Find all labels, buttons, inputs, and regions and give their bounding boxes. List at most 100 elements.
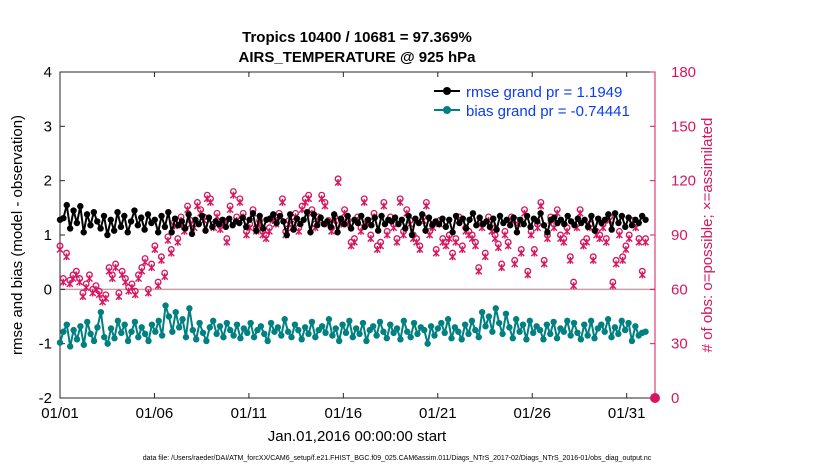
y-right-tick-label: 180 [671, 64, 696, 81]
bias-point [512, 316, 520, 323]
bias-point [244, 329, 251, 336]
bias-point [250, 333, 258, 341]
obs-assimilated-marker [399, 231, 407, 239]
obs-assimilated-marker [76, 278, 84, 286]
rmse-point [165, 208, 172, 216]
bias-point [203, 337, 210, 345]
bias-point [393, 325, 401, 332]
rmse-point [324, 218, 331, 225]
bias-point [359, 319, 367, 327]
obs-assimilated-marker [59, 278, 67, 286]
rmse-point [452, 212, 460, 220]
rmse-point [378, 212, 385, 220]
bias-point [536, 326, 544, 334]
rmse-point [469, 210, 477, 217]
rmse-point [435, 220, 443, 228]
obs-assimilated-marker [112, 264, 120, 272]
rmse-point [496, 212, 504, 220]
bias-point [332, 325, 339, 332]
rmse-point [66, 225, 74, 232]
bias-point [84, 318, 91, 326]
bias-point [495, 319, 503, 327]
y-tick-label: 4 [44, 64, 52, 81]
bias-point [271, 328, 278, 335]
bias-point [615, 330, 622, 338]
bias-point [192, 336, 200, 343]
bias-point [114, 317, 122, 325]
bias-point [380, 328, 387, 335]
obs-assimilated-marker [589, 256, 597, 264]
bias-point [434, 325, 442, 332]
bias-point [564, 317, 571, 325]
rmse-point [185, 211, 192, 218]
bias-point [404, 328, 411, 335]
bias-point [118, 329, 125, 336]
rmse-point [70, 207, 77, 214]
rmse-point [141, 226, 148, 233]
rmse-point [276, 212, 284, 220]
bias-point [584, 332, 591, 339]
bias-point [625, 319, 632, 327]
x-axis-label: Jan.01,2016 00:00:00 start [268, 428, 447, 445]
rmse-point [364, 216, 372, 223]
bias-point [318, 323, 326, 330]
rmse-point [60, 214, 67, 222]
obs-assimilated-marker [216, 226, 224, 234]
bias-point [281, 316, 288, 323]
obs-assimilated-marker [56, 245, 64, 253]
bias-point [322, 329, 329, 336]
rmse-point [615, 219, 622, 227]
obs-assimilated-marker [72, 271, 80, 279]
bias-point [526, 317, 534, 325]
obs-assimilated-marker [540, 260, 548, 268]
bias-point [387, 321, 394, 328]
bias-point [325, 316, 333, 323]
bias-point [165, 313, 173, 320]
obs-assimilated-marker [576, 209, 584, 217]
obs-assimilated-marker [95, 291, 103, 299]
right-axis-origin-marker [650, 393, 660, 403]
rmse-point [523, 212, 531, 220]
bias-point [152, 328, 159, 335]
obs-assimilated-marker [151, 245, 159, 253]
bias-point [70, 326, 77, 334]
obs-assimilated-marker [128, 284, 136, 292]
obs-assimilated-marker [524, 271, 532, 279]
bias-point [329, 332, 336, 339]
rmse-point [236, 219, 243, 227]
x-tick-label: 01/16 [325, 405, 363, 422]
bias-point [87, 330, 94, 338]
obs-assimilated-marker [612, 260, 620, 268]
rmse-point [151, 216, 158, 223]
rmse-point [459, 215, 466, 222]
rmse-point [483, 218, 490, 225]
bias-point [288, 333, 295, 341]
bias-point [383, 335, 391, 342]
bias-point [56, 339, 64, 346]
obs-assimilated-marker [530, 249, 538, 257]
obs-assimilated-marker [85, 274, 93, 282]
rmse-point [215, 220, 223, 228]
bias-point [458, 336, 465, 343]
obs-assimilated-marker [442, 242, 450, 250]
bias-point [642, 328, 649, 335]
bias-point [530, 329, 537, 336]
rmse-point [605, 211, 612, 218]
bias-point [506, 324, 513, 331]
obs-assimilated-marker [566, 256, 574, 264]
obs-assimilated-marker [504, 242, 512, 250]
bias-point [523, 336, 530, 343]
obs-assimilated-marker [262, 235, 270, 243]
rmse-point [358, 212, 365, 220]
bias-point [373, 332, 380, 339]
rmse-point [178, 218, 186, 225]
bias-point [342, 329, 350, 336]
rmse-point [520, 220, 527, 228]
obs-assimilated-marker [131, 291, 139, 299]
rmse-point [337, 215, 345, 222]
rmse-point [446, 216, 453, 223]
bias-point [376, 318, 384, 326]
bias-point [298, 336, 305, 343]
obs-assimilated-marker [390, 224, 398, 232]
